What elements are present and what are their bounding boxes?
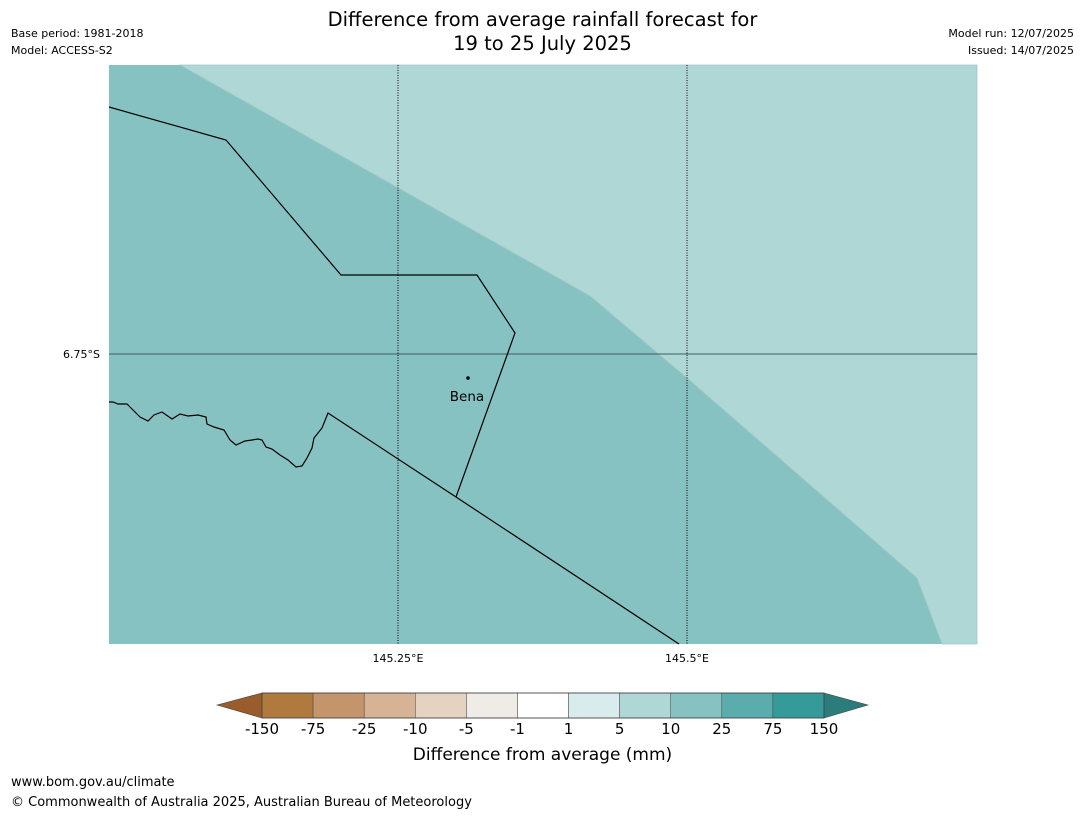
map-title-line-2: 19 to 25 July 2025 xyxy=(453,32,632,55)
colorbar-segment xyxy=(466,692,518,719)
colorbar-tick-label: -1 xyxy=(509,720,525,738)
map-title: Difference from average rainfall forecas… xyxy=(0,8,1085,56)
map-area: Bena 6.75°S 145.25°E 145.5°E xyxy=(63,64,978,665)
meta-info-right: Model run: 12/07/2025 Issued: 14/07/2025 xyxy=(948,25,1074,59)
town-marker-bena xyxy=(466,376,470,380)
town-label-bena: Bena xyxy=(450,389,484,405)
footer-url[interactable]: www.bom.gov.au/climate xyxy=(11,775,175,790)
colorbar-extend-low xyxy=(215,692,263,719)
colorbar-tick-label: -25 xyxy=(351,720,377,738)
colorbar-title: Difference from average (mm) xyxy=(412,745,673,765)
colorbar-segment xyxy=(619,692,671,719)
colorbar-segment xyxy=(670,692,723,719)
base-period-text: Base period: 1981-2018 xyxy=(11,27,144,40)
footer-copyright: © Commonwealth of Australia 2025, Austra… xyxy=(11,795,472,810)
colorbar-segment xyxy=(772,692,825,719)
colorbar-tick-label: 150 xyxy=(809,720,839,738)
lat-label-6-75: 6.75°S xyxy=(63,348,100,361)
model-text: Model: ACCESS-S2 xyxy=(11,44,113,57)
colorbar-tick-label: -5 xyxy=(458,720,474,738)
colorbar-segment xyxy=(415,692,467,719)
colorbar-tick-label: 5 xyxy=(614,720,625,738)
colorbar-segment xyxy=(568,692,620,719)
colorbar-extend-high xyxy=(823,692,870,719)
province-boundary xyxy=(108,106,516,498)
colorbar-segment xyxy=(363,692,416,719)
colorbar-tick-label: -10 xyxy=(403,720,428,738)
colorbar-tick-label: 1 xyxy=(563,720,574,738)
meta-info-left: Base period: 1981-2018 Model: ACCESS-S2 xyxy=(11,25,143,59)
colorbar-segment xyxy=(517,692,569,719)
map-title-line-1: Difference from average rainfall forecas… xyxy=(327,8,758,31)
colorbar-segment xyxy=(261,692,314,719)
colorbar-tick-label: 10 xyxy=(661,720,681,738)
province-boundary-south xyxy=(109,401,680,645)
issued-text: Issued: 14/07/2025 xyxy=(967,44,1074,57)
colorbar-segment xyxy=(721,692,774,719)
colorbar-tick-label: -75 xyxy=(300,720,326,738)
rainfall-5-10-region xyxy=(178,64,978,645)
lon-label-145-5: 145.5°E xyxy=(665,652,709,665)
colorbar-tick-label: 75 xyxy=(763,720,783,738)
colorbar-outline xyxy=(261,692,825,719)
colorbar-tick-label: 25 xyxy=(712,720,732,738)
colorbar xyxy=(215,692,870,719)
lon-label-145-25: 145.25°E xyxy=(373,652,424,665)
colorbar-segment xyxy=(312,692,365,719)
colorbar-tick-label: -150 xyxy=(244,720,280,738)
model-run-text: Model run: 12/07/2025 xyxy=(948,27,1074,40)
